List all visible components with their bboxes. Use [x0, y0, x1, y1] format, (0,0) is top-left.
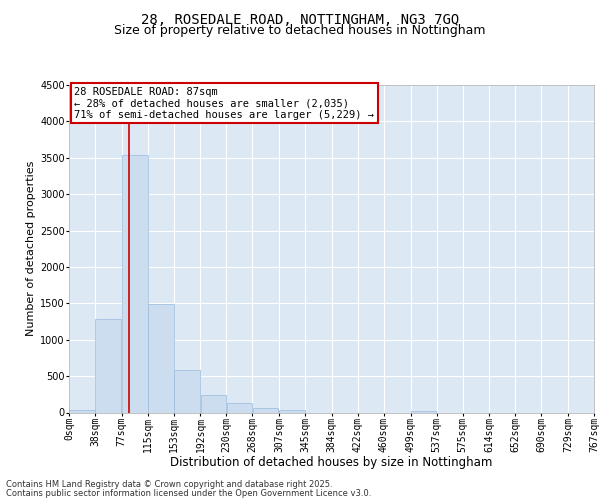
Bar	[200, 394, 226, 412]
Text: 28 ROSEDALE ROAD: 87sqm
← 28% of detached houses are smaller (2,035)
71% of semi: 28 ROSEDALE ROAD: 87sqm ← 28% of detache…	[74, 86, 374, 120]
X-axis label: Distribution of detached houses by size in Nottingham: Distribution of detached houses by size …	[170, 456, 493, 469]
Text: 28, ROSEDALE ROAD, NOTTINGHAM, NG3 7GQ: 28, ROSEDALE ROAD, NOTTINGHAM, NG3 7GQ	[141, 12, 459, 26]
Bar	[95, 320, 121, 412]
Bar	[411, 410, 436, 412]
Bar	[227, 403, 252, 412]
Text: Contains HM Land Registry data © Crown copyright and database right 2025.: Contains HM Land Registry data © Crown c…	[6, 480, 332, 489]
Bar	[148, 304, 173, 412]
Y-axis label: Number of detached properties: Number of detached properties	[26, 161, 36, 336]
Bar	[122, 155, 148, 412]
Bar	[280, 410, 305, 412]
Text: Contains public sector information licensed under the Open Government Licence v3: Contains public sector information licen…	[6, 488, 371, 498]
Bar	[174, 370, 200, 412]
Bar	[253, 408, 278, 412]
Bar	[69, 410, 95, 412]
Text: Size of property relative to detached houses in Nottingham: Size of property relative to detached ho…	[114, 24, 486, 37]
